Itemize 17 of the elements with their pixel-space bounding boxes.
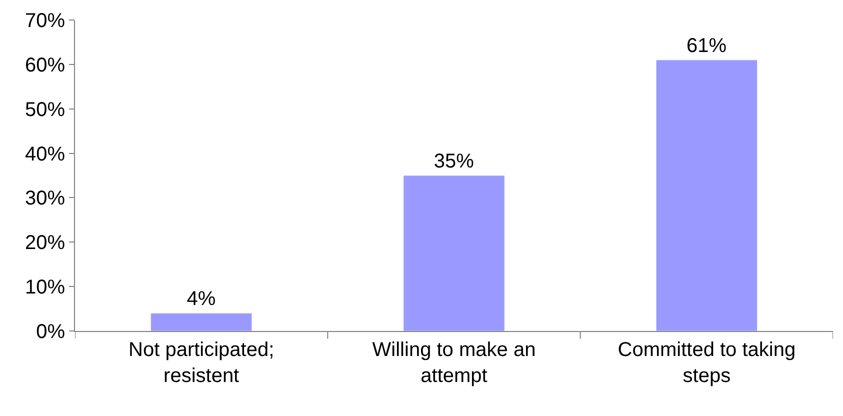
x-tick-label: Not participated; resistent: [128, 339, 274, 387]
y-tick-label: 40%: [24, 143, 66, 166]
y-tick-label: 30%: [24, 188, 66, 210]
y-tick-label: 0%: [36, 321, 66, 343]
data-label: 61%: [686, 34, 727, 57]
bar: [150, 312, 252, 331]
y-tick-label: 70%: [24, 10, 66, 32]
y-tick-label: 60%: [24, 54, 66, 76]
y-tick-label: 20%: [24, 232, 66, 254]
data-label: 35%: [434, 150, 474, 172]
data-label: 4%: [186, 288, 216, 310]
x-tick-label: Committed to taking steps: [618, 339, 796, 387]
bar: [403, 175, 505, 331]
bar: [656, 60, 758, 331]
y-tick-label: 50%: [24, 98, 66, 121]
x-tick-label: Willing to make an attempt: [372, 339, 536, 387]
y-tick-label: 10%: [24, 276, 66, 299]
